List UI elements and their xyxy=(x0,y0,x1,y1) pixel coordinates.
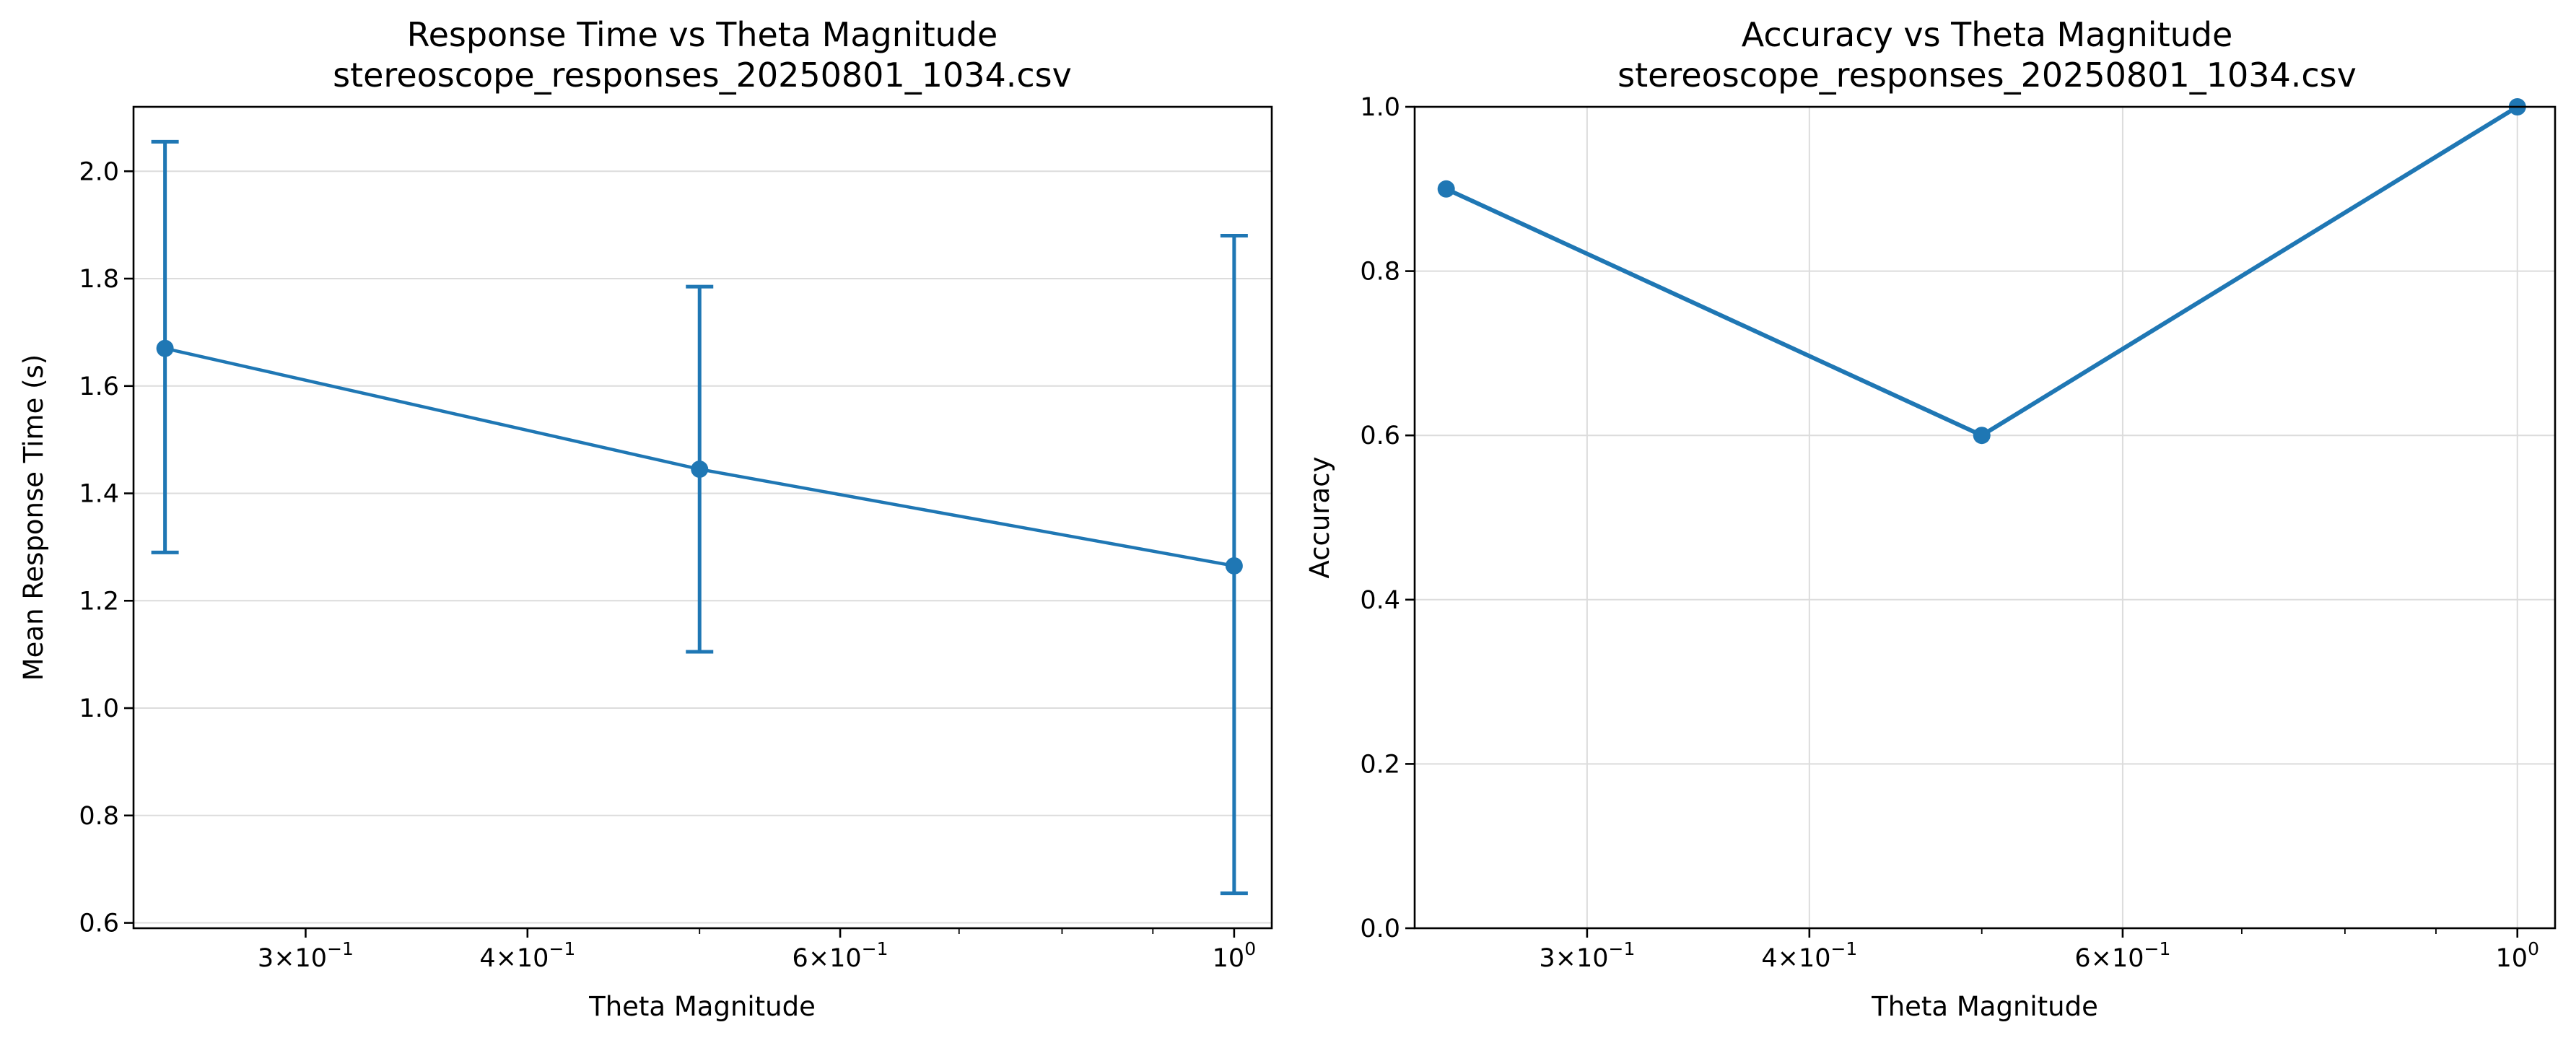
plot-frame xyxy=(1413,105,2557,930)
data-point xyxy=(691,461,709,479)
x-tick-label: 4×10−1 xyxy=(1761,938,1857,973)
accuracy-chart: Accuracy vs Theta Magnitude stereoscope_… xyxy=(1304,15,2557,1022)
chart-subtitle: stereoscope_responses_20250801_1034.csv xyxy=(333,56,1072,95)
x-tick-label: 3×10−1 xyxy=(1539,938,1635,973)
y-tick-label: 2.0 xyxy=(79,157,119,186)
plot-frame xyxy=(132,105,1273,930)
chart-title: Accuracy vs Theta Magnitude xyxy=(1742,15,2233,54)
x-tick-label: 4×10−1 xyxy=(479,938,575,973)
y-tick-label: 0.8 xyxy=(1360,258,1400,287)
y-axis-label: Mean Response Time (s) xyxy=(18,354,49,681)
y-tick-label: 0.4 xyxy=(1360,586,1400,615)
response-time-chart: Response Time vs Theta Magnitude stereos… xyxy=(18,15,1273,1022)
y-axis-label: Accuracy xyxy=(1304,457,1335,579)
y-tick-label: 1.0 xyxy=(1360,93,1400,122)
chart-title: Response Time vs Theta Magnitude xyxy=(407,15,998,54)
data-point xyxy=(1973,427,1991,445)
y-tick-label: 1.0 xyxy=(79,694,119,723)
chart-subtitle: stereoscope_responses_20250801_1034.csv xyxy=(1617,56,2357,95)
y-tick-label: 1.6 xyxy=(79,372,119,401)
x-tick-label: 3×10−1 xyxy=(258,938,354,973)
x-tick-label: 100 xyxy=(1213,938,1256,973)
x-tick-label: 6×10−1 xyxy=(2074,938,2170,973)
x-tick-label: 100 xyxy=(2496,938,2539,973)
data-point xyxy=(1437,180,1455,198)
data-point xyxy=(156,339,174,357)
axis-ticks: 0.0 0.2 0.4 0.6 0.8 1.0 3×10−1 4×10−1 6×10−1 100 xyxy=(1360,93,2539,973)
y-tick-label: 0.6 xyxy=(1360,422,1400,450)
plot-area xyxy=(1437,98,2526,445)
x-axis-label: Theta Magnitude xyxy=(1871,991,2098,1022)
y-tick-label: 0.6 xyxy=(79,909,119,938)
y-tick-label: 1.4 xyxy=(79,480,119,509)
y-tick-label: 0.2 xyxy=(1360,750,1400,779)
y-tick-label: 0.8 xyxy=(79,802,119,831)
grid xyxy=(134,170,1272,924)
y-tick-label: 1.2 xyxy=(79,587,119,616)
axis-ticks: 0.6 0.8 1.0 1.2 1.4 1.6 1.8 2.0 3×10−1 4×10−1 6×10… xyxy=(79,157,1256,973)
data-point xyxy=(1225,557,1243,575)
x-tick-label: 6×10−1 xyxy=(793,938,888,973)
x-axis-label: Theta Magnitude xyxy=(588,991,816,1022)
y-tick-label: 1.8 xyxy=(79,265,119,294)
grid xyxy=(1415,106,2555,929)
y-tick-label: 0.0 xyxy=(1360,915,1400,943)
plot-area xyxy=(151,139,1248,896)
